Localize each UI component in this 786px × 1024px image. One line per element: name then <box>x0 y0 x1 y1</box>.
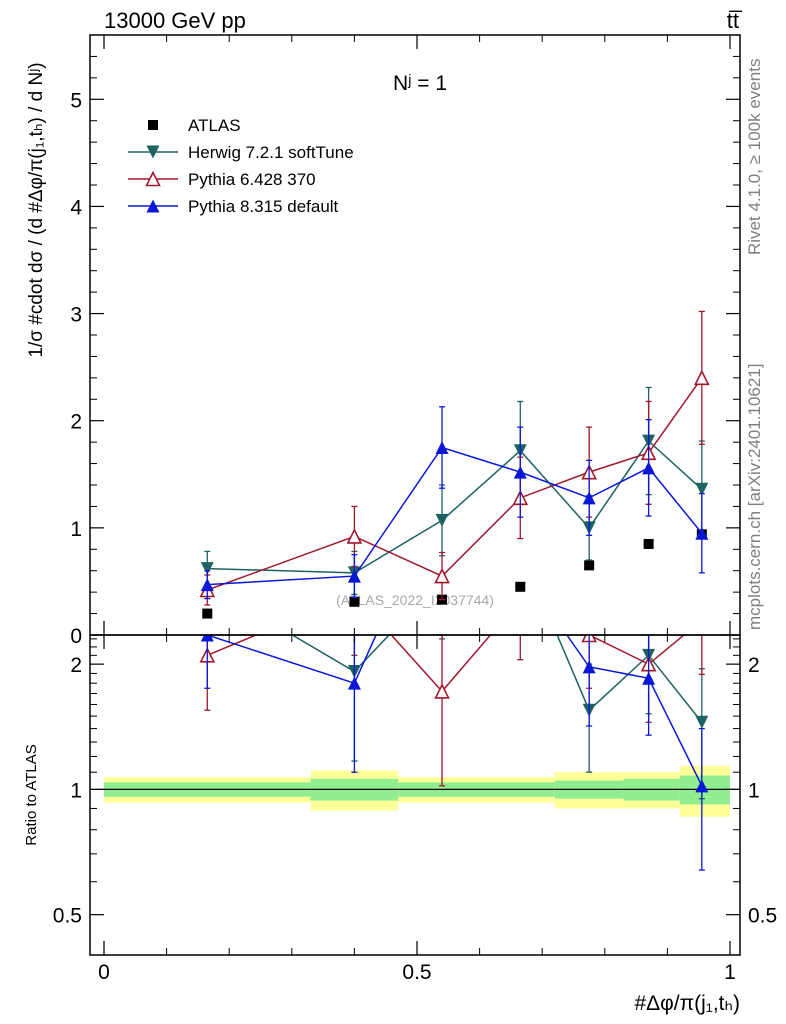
series-pythia-6-428-370 <box>199 310 710 606</box>
ratio-data-point <box>695 715 709 729</box>
ratio-frame <box>89 634 741 956</box>
legend-marker <box>146 145 160 159</box>
header-right: tt̅ <box>727 8 743 33</box>
ratio-panel: 0.5 0.5 1 1 2 2 0 0.5 1 Ratio to ATLAS #Δφ/π(j₁,… <box>23 542 777 1015</box>
main-series-layer <box>199 310 710 619</box>
legend: ATLAS Herwig 7.2.1 softTune Pythia 6.428 3… <box>128 116 354 216</box>
x-axis-label: #Δφ/π(j₁,tₕ) <box>634 992 740 1015</box>
ratio-axis-ticks: 0.5 0.5 1 1 2 2 0 0.5 1 <box>53 635 777 984</box>
ratio-data-point <box>514 562 527 575</box>
data-point <box>202 608 213 619</box>
ratio-y-tick-label-right: 2 <box>748 654 760 677</box>
data-point <box>200 562 214 576</box>
header-left: 13000 GeV pp <box>104 8 246 33</box>
ratio-uncertainty-bands <box>104 765 730 817</box>
legend-marker <box>145 170 161 187</box>
ratio-series-line <box>207 635 703 787</box>
main-y-tick-label: 5 <box>70 89 82 112</box>
data-point <box>695 482 709 496</box>
legend-label: Pythia 6.428 370 <box>188 170 316 189</box>
ratio-series-pythia-6-428-370 <box>199 594 708 787</box>
rivet-label: Rivet 4.1.0, ≥ 100k events <box>745 59 764 255</box>
data-point <box>200 578 214 592</box>
ratio-data-point <box>582 660 596 674</box>
ratio-data-point <box>514 594 527 607</box>
data-point <box>515 581 526 592</box>
main-y-tick-label: 2 <box>70 411 82 434</box>
legend-item: ATLAS <box>148 116 241 135</box>
data-point <box>643 538 654 549</box>
legend-marker <box>146 199 160 213</box>
x-tick-label: 0 <box>98 961 110 984</box>
ratio-data-point <box>695 614 708 627</box>
data-point <box>584 560 595 571</box>
ratio-series-line <box>207 635 686 693</box>
ratio-data-point <box>200 635 214 642</box>
legend-label: Pythia 8.315 default <box>188 197 339 216</box>
main-y-axis-label: 1/σ #cdot dσ / (d #Δφ/π(j₁,tₕ) / d Nʲ) <box>26 62 47 357</box>
ratio-data-point <box>642 671 656 685</box>
ratio-y-tick-label: 2 <box>70 654 82 677</box>
mcplots-label: mcplots.cern.ch [arXiv:2401.10621] <box>745 364 764 630</box>
ratio-data-point <box>514 542 527 555</box>
ratio-y-tick-label-right: 0.5 <box>748 905 777 928</box>
ratio-y-axis-label: Ratio to ATLAS <box>23 744 40 845</box>
plot-title: Nʲ = 1 <box>393 72 447 95</box>
series-line <box>207 439 703 574</box>
ratio-series-pythia-8-315-default <box>200 562 709 871</box>
ratio-data-point <box>695 779 709 793</box>
main-axis-ticks: 0 1 2 3 4 5 <box>70 35 740 648</box>
main-y-tick-label: 0 <box>70 625 82 648</box>
analysis-watermark: (ATLAS_2022_I2037744) <box>336 592 494 608</box>
ratio-y-tick-label-right: 1 <box>748 779 760 802</box>
legend-item: Herwig 7.2.1 softTune <box>128 143 354 162</box>
series-line <box>207 377 703 591</box>
data-point <box>435 513 449 527</box>
ratio-y-tick-label: 0.5 <box>53 905 82 928</box>
legend-label: ATLAS <box>188 116 241 135</box>
data-point <box>582 491 596 505</box>
x-tick-label: 1 <box>724 961 736 984</box>
data-point <box>642 461 656 475</box>
main-y-tick-label: 4 <box>70 196 82 219</box>
data-point <box>694 369 710 386</box>
main-panel: Nʲ = 1 (ATLAS_2022_I2037744) 1/σ #cdot d… <box>26 34 741 648</box>
ratio-data-point <box>347 676 361 690</box>
data-point <box>346 528 363 544</box>
legend-item: Pythia 6.428 370 <box>128 170 316 189</box>
data-point <box>695 526 709 540</box>
data-point <box>513 465 527 479</box>
data-point <box>347 569 361 583</box>
ratio-series-herwig-7-2-1-softtune <box>290 542 709 800</box>
legend-label: Herwig 7.2.1 softTune <box>188 143 354 162</box>
data-point <box>434 567 450 584</box>
data-point <box>349 596 360 607</box>
main-y-tick-label: 3 <box>70 304 82 327</box>
legend-marker <box>148 120 158 130</box>
ratio-data-point <box>434 683 450 699</box>
x-tick-label: 0.5 <box>402 961 431 984</box>
series-pythia-8-315-default <box>200 406 709 600</box>
ratio-series-layer <box>199 542 709 871</box>
data-point <box>435 441 449 454</box>
ratio-y-tick-label: 1 <box>70 779 82 802</box>
main-y-tick-label: 1 <box>70 518 82 541</box>
legend-item: Pythia 8.315 default <box>128 197 339 216</box>
